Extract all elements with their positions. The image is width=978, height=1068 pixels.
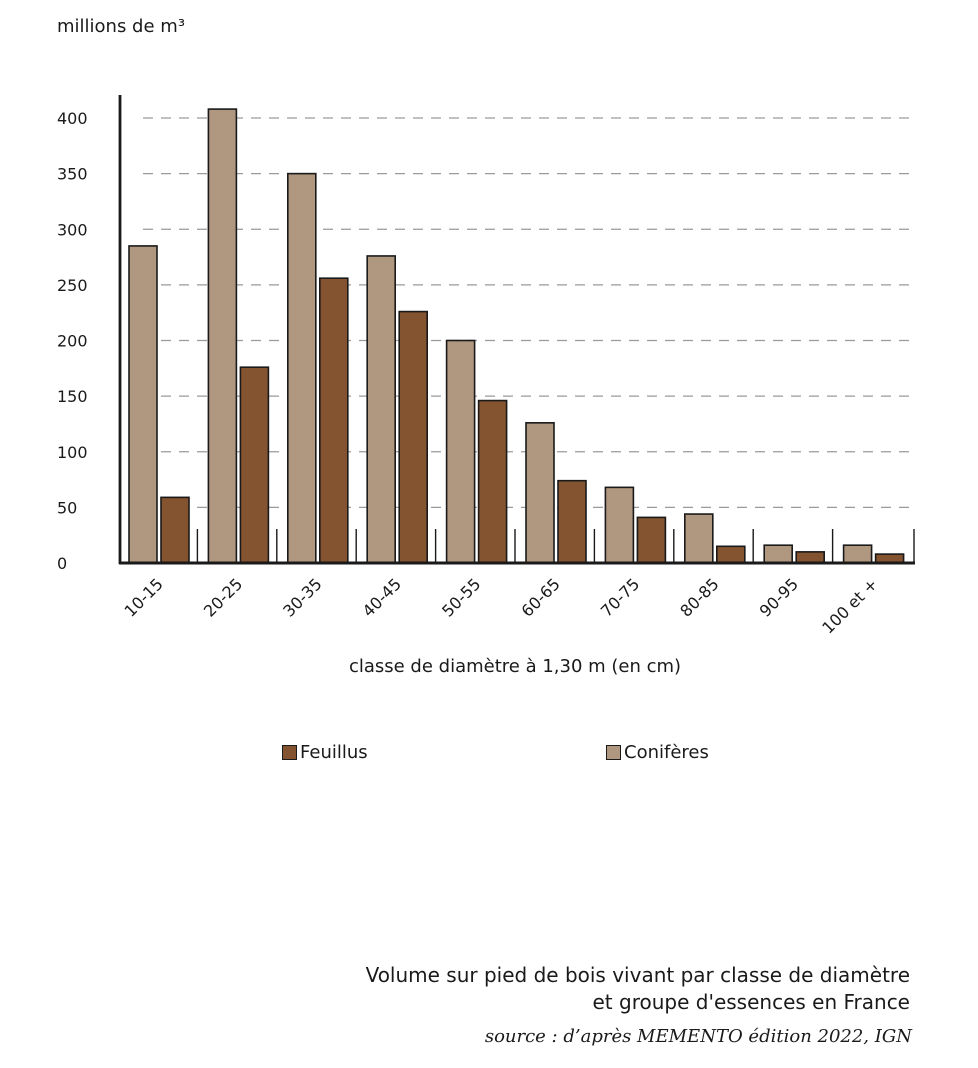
x-tick-label-30-35: 30-35 xyxy=(279,574,325,620)
bar-feuillus-50-55 xyxy=(477,399,508,564)
category-separators xyxy=(196,529,915,563)
bar-coniferes-100-et-plus xyxy=(842,544,873,564)
legend-label-coniferes: Conifères xyxy=(624,742,709,763)
x-axis-title: classe de diamètre à 1,30 m (en cm) xyxy=(348,656,682,677)
y-tick-label-400: 400 xyxy=(57,109,88,128)
bar-coniferes-30-35 xyxy=(286,172,317,564)
y-axis-ticks: 0 50 100 150 200 250 300 350 400 xyxy=(57,109,88,573)
bar-feuillus-20-25 xyxy=(239,366,270,564)
bar-feuillus-90-95 xyxy=(795,551,826,564)
y-tick-label-300: 300 xyxy=(57,220,88,239)
legend-item-feuillus: Feuillus xyxy=(282,742,368,763)
bars xyxy=(128,108,905,564)
chart-source: source : d’après MEMENTO édition 2022, I… xyxy=(484,1026,912,1047)
bar-coniferes-50-55 xyxy=(445,339,476,564)
x-tick-label-70-75: 70-75 xyxy=(597,574,643,620)
x-tick-label-60-65: 60-65 xyxy=(518,574,564,620)
x-tick-label-20-25: 20-25 xyxy=(200,574,246,620)
y-axis-title: millions de m³ xyxy=(57,16,186,37)
bar-coniferes-40-45 xyxy=(366,255,397,564)
bar-coniferes-70-75 xyxy=(604,486,635,564)
x-tick-label-90-95: 90-95 xyxy=(756,574,802,620)
bar-feuillus-60-65 xyxy=(557,479,587,564)
bar-feuillus-70-75 xyxy=(636,516,667,564)
y-tick-label-250: 250 xyxy=(57,276,88,295)
bar-coniferes-80-85 xyxy=(683,513,714,564)
y-tick-label-150: 150 xyxy=(57,387,88,406)
y-tick-label-350: 350 xyxy=(57,165,88,184)
x-tick-label-100-et-plus: 100 et + xyxy=(818,574,881,637)
bar-feuillus-40-45 xyxy=(398,310,429,564)
legend-swatch-coniferes xyxy=(606,745,621,760)
y-tick-label-0: 0 xyxy=(57,554,67,573)
x-tick-label-80-85: 80-85 xyxy=(676,574,722,620)
bar-coniferes-90-95 xyxy=(763,544,794,564)
x-axis-ticks: 10-15 20-25 30-35 40-45 50-55 60-65 70-75 80-85… xyxy=(121,574,882,637)
x-tick-label-10-15: 10-15 xyxy=(121,574,167,620)
axes xyxy=(118,95,915,565)
legend-swatch-feuillus xyxy=(282,745,297,760)
chart-caption: Volume sur pied de bois vivant par class… xyxy=(366,962,910,1016)
x-tick-label-50-55: 50-55 xyxy=(438,574,484,620)
bar-coniferes-20-25 xyxy=(207,108,238,564)
legend-item-coniferes: Conifères xyxy=(606,742,709,763)
y-tick-label-50: 50 xyxy=(57,498,77,517)
bar-feuillus-80-85 xyxy=(715,545,746,564)
bar-feuillus-30-35 xyxy=(318,277,349,564)
caption-line-2: et groupe d'essences en France xyxy=(592,990,911,1014)
bar-coniferes-10-15 xyxy=(128,245,158,564)
legend-label-feuillus: Feuillus xyxy=(300,742,368,763)
bar-feuillus-10-15 xyxy=(160,496,190,564)
y-tick-label-100: 100 xyxy=(57,443,88,462)
caption-line-1: Volume sur pied de bois vivant par class… xyxy=(365,963,910,987)
x-tick-label-40-45: 40-45 xyxy=(359,574,405,620)
y-tick-label-200: 200 xyxy=(57,332,88,351)
bar-coniferes-60-65 xyxy=(525,422,555,564)
